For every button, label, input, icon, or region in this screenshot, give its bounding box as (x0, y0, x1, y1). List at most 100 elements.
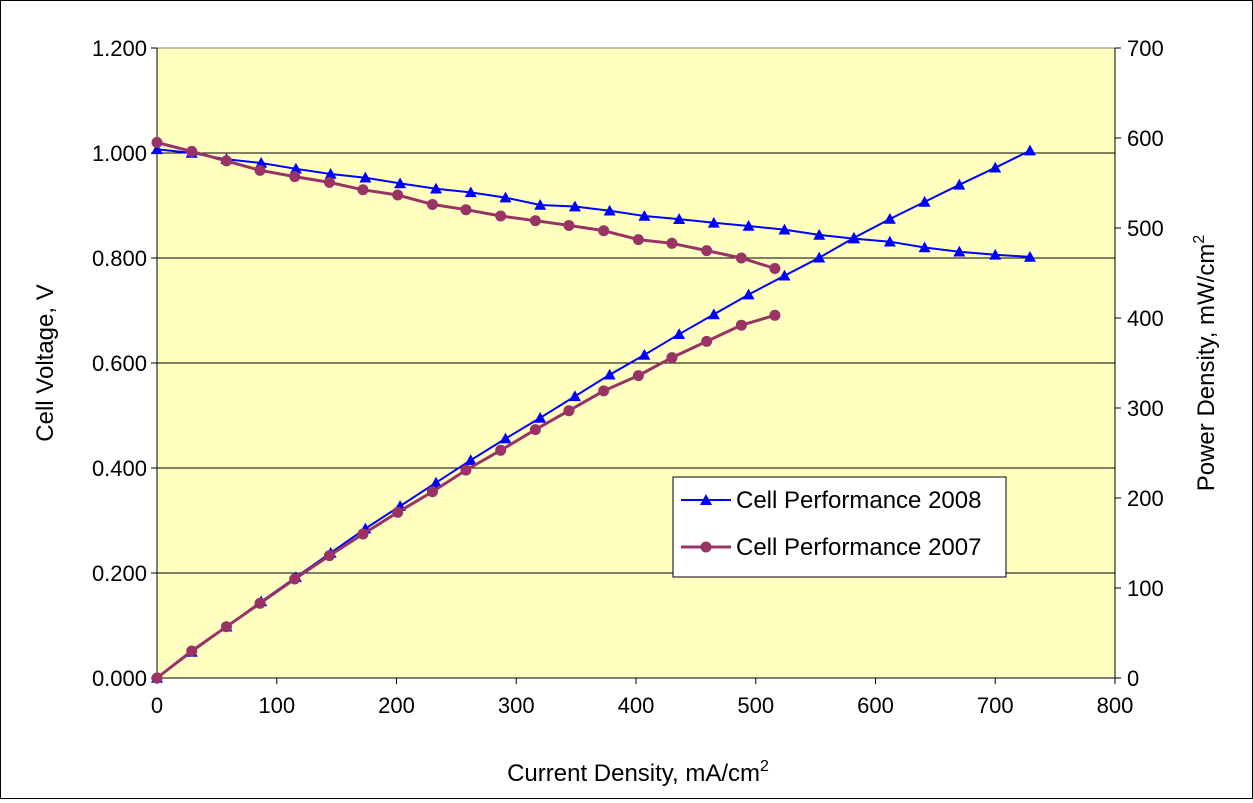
series-1-point-23 (953, 178, 966, 190)
series-2-point-11 (529, 215, 541, 227)
series-0-point-11 (534, 198, 547, 210)
series-1-point-22 (918, 195, 931, 207)
series-3-point-14 (632, 370, 644, 382)
series-3-point-13 (598, 385, 610, 397)
legend-box (672, 476, 1007, 578)
y2-tick-label-0: 0 (1127, 666, 1139, 691)
series-0-point-22 (918, 241, 931, 253)
series-1-point-12 (568, 390, 581, 402)
series-3-point-9 (460, 464, 472, 476)
series-0-point-21 (883, 235, 896, 247)
series-2-point-3 (254, 164, 266, 176)
series-0-point-15 (673, 213, 686, 224)
series-0-point-6 (359, 171, 372, 183)
tick-labels: 0.000 0.200 0.400 0.600 0.800 1.000 1.200 0 100 2… (92, 36, 1164, 718)
x-tick-label-3: 300 (498, 693, 535, 718)
series-2-point-12 (563, 219, 575, 231)
series-3-point-18 (769, 309, 781, 321)
legend: Cell Performance 2008 Cell Performance 2… (672, 476, 1007, 578)
series-3-point-0 (151, 672, 163, 684)
series-2-point-1 (186, 145, 198, 157)
series-1-point-16 (707, 308, 720, 320)
series-0-point-8 (430, 182, 443, 194)
legend-label-2008: Cell Performance 2008 (736, 487, 981, 514)
series-3-point-17 (735, 319, 747, 331)
series-3-point-5 (323, 550, 335, 562)
series-1-point-15 (673, 328, 686, 339)
series-2-point-18 (769, 263, 781, 274)
y-tick-label-1: 0.200 (92, 561, 147, 586)
y2-tick-label-7: 700 (1127, 36, 1164, 61)
y-tick-label-2: 0.400 (92, 456, 147, 481)
series-0-point-5 (324, 168, 337, 179)
series-1-point-21 (883, 213, 896, 224)
series-0-point-17 (742, 219, 755, 231)
series-0-point-12 (568, 200, 581, 212)
legend-label-2007: Cell Performance 2007 (736, 534, 981, 561)
series-1-point-18 (778, 269, 791, 281)
series-3-point-11 (529, 424, 541, 436)
series-3-point-10 (495, 444, 507, 456)
series-1-point-14 (638, 348, 651, 360)
series-1-point-20 (847, 231, 860, 243)
x-axis-title: Current Density, mA/cm2 (507, 758, 769, 787)
series-1-point-9 (464, 454, 477, 465)
x-tick-label-4: 400 (618, 693, 655, 718)
y2-tick-label-5: 500 (1127, 216, 1164, 241)
series-2-point-13 (598, 225, 610, 237)
legend-swatch-marker-2008 (700, 494, 712, 505)
x-tick-label-2: 200 (378, 693, 415, 718)
series-0-point-3 (255, 156, 268, 168)
series-1-point-13 (603, 368, 616, 380)
y2-tick-label-4: 400 (1127, 306, 1164, 331)
series-0-point-18 (778, 223, 791, 235)
series-0-point-0 (151, 143, 163, 155)
series-2-point-4 (289, 171, 301, 183)
x-tick-label-5: 500 (737, 693, 774, 718)
series-2-point-16 (701, 245, 713, 257)
series-3-point-2 (220, 621, 232, 633)
series-3-point-8 (426, 486, 438, 498)
series-0-line (156, 148, 1031, 258)
y-tick-label-5: 1.000 (92, 141, 147, 166)
series-0 (151, 143, 1036, 262)
series-2-point-6 (357, 184, 369, 196)
series-3-point-15 (666, 352, 678, 364)
y2-axis-title: Power Density, mW/cm2 (1191, 235, 1220, 492)
y-axis-title: Cell Voltage, V (32, 284, 59, 441)
y2-axis-title-superscript: 2 (1191, 235, 1208, 244)
legend-swatch-marker-2007 (700, 541, 712, 553)
y2-axis-title-text: Power Density, mW/cm (1193, 244, 1220, 492)
series-1-point-11 (534, 411, 547, 423)
series-1-point-25 (1023, 144, 1036, 156)
series-group (151, 137, 1036, 684)
series-1-point-8 (430, 476, 443, 488)
x-axis-title-superscript: 2 (760, 758, 769, 775)
series-0-point-7 (394, 177, 407, 189)
series-0-point-24 (989, 248, 1002, 260)
x-tick-label-8: 800 (1097, 693, 1134, 718)
series-3-point-6 (357, 528, 369, 540)
series-2-point-14 (632, 234, 644, 246)
series-3 (151, 309, 781, 684)
y2-tick-label-1: 100 (1127, 576, 1164, 601)
series-2-point-7 (392, 189, 404, 201)
x-tick-label-7: 700 (977, 693, 1014, 718)
series-3-point-3 (254, 597, 266, 609)
series-2-point-5 (323, 176, 335, 188)
series-0-point-9 (464, 186, 477, 198)
y2-tick-label-3: 300 (1127, 396, 1164, 421)
series-3-point-16 (701, 335, 713, 347)
x-tick-label-6: 600 (857, 693, 894, 718)
series-0-point-14 (638, 210, 651, 221)
y-tick-label-6: 1.200 (92, 36, 147, 61)
series-2-point-9 (460, 204, 472, 216)
series-0-point-4 (289, 162, 302, 174)
series-2-point-10 (495, 210, 507, 222)
series-2-point-0 (151, 137, 163, 148)
x-axis-title-text: Current Density, mA/cm (507, 760, 760, 787)
legend-item-2007: Cell Performance 2007 (681, 534, 981, 561)
x-tick-label-0: 0 (151, 693, 163, 718)
